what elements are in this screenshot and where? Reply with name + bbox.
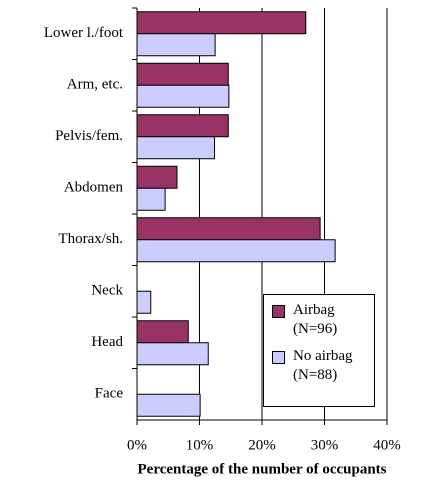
x-tick-label: 40%: [373, 437, 401, 453]
bar: [136, 114, 229, 138]
bar: [136, 217, 321, 241]
y-tick-label: Neck: [91, 283, 123, 299]
bar: [136, 342, 209, 366]
bar: [136, 136, 215, 160]
x-tick-label: 20%: [248, 437, 276, 453]
x-axis-label: Percentage of the number of occupants: [138, 461, 387, 477]
bar: [136, 239, 336, 263]
y-tick-label: Abdomen: [64, 180, 124, 196]
bar: [136, 33, 216, 57]
y-tick-label: Face: [95, 386, 124, 402]
bar: [136, 11, 307, 35]
bar: [136, 84, 230, 108]
legend-label: No airbag (N=88): [293, 348, 353, 383]
bar: [136, 187, 166, 211]
x-tick-label: 10%: [186, 437, 214, 453]
x-tick-label: 0%: [127, 437, 147, 453]
legend-swatch: [272, 351, 285, 364]
bar: [136, 393, 201, 417]
bar: [136, 290, 152, 314]
legend-swatch: [272, 305, 285, 318]
legend-label: Airbag (N=96): [293, 302, 338, 337]
y-tick-label: Head: [91, 334, 123, 350]
y-tick-label: Thorax/sh.: [58, 231, 123, 247]
bar: [136, 62, 229, 86]
bar: [136, 165, 178, 189]
y-tick-label: Pelvis/fem.: [55, 128, 123, 144]
y-tick-label: Arm, etc.: [67, 77, 123, 93]
x-tick-label: 30%: [311, 437, 339, 453]
legend-item: No airbag (N=88): [268, 347, 370, 385]
legend-item: Airbag (N=96): [268, 301, 370, 339]
y-tick-label: Lower l./foot: [44, 25, 124, 41]
bar: [136, 320, 189, 344]
legend: Airbag (N=96) No airbag (N=88): [263, 294, 375, 407]
